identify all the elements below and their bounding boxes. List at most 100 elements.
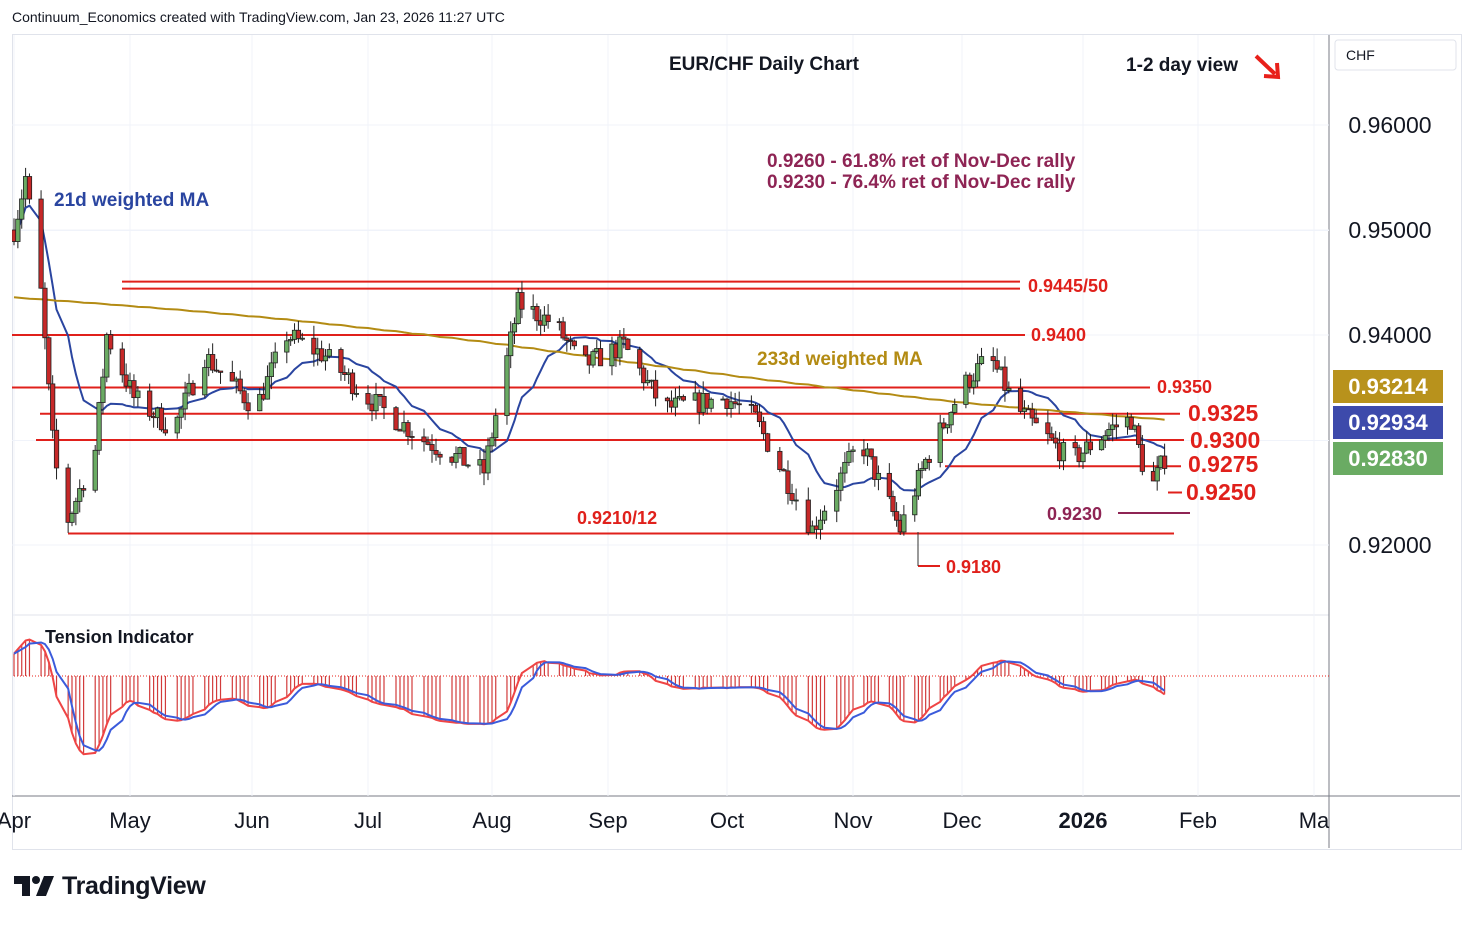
candle-body	[241, 390, 247, 404]
candle-body	[732, 401, 738, 405]
candle-body	[1098, 439, 1105, 451]
fib-note-764: 0.9230 - 76.4% ret of Nov-Dec rally	[767, 172, 1076, 193]
x-tick-label: Aug	[472, 808, 511, 833]
indicator-title: Tension Indicator	[45, 627, 194, 647]
candle-body	[680, 396, 686, 401]
view-label: 1-2 day view	[1126, 55, 1238, 76]
candle-body	[617, 336, 623, 359]
candle-body	[765, 433, 771, 452]
svg-text:0.93214: 0.93214	[1348, 374, 1428, 399]
candle-body	[1002, 366, 1008, 391]
candle-body	[1053, 437, 1059, 444]
ma21-line	[13, 204, 1166, 492]
candle-body	[268, 362, 274, 377]
candle-body	[365, 393, 371, 405]
candle-body	[894, 511, 900, 521]
candle-body	[26, 176, 33, 200]
level-label-9230: 0.9230	[1047, 504, 1102, 524]
candle-body	[210, 354, 216, 371]
candle-body	[405, 422, 411, 437]
svg-text:0.92830: 0.92830	[1348, 446, 1428, 471]
candle-body	[1017, 387, 1024, 412]
candle-body	[461, 447, 467, 466]
axes: 0.96000 0.95000 0.94000 0.92000 Apr May Jun Jul…	[0, 112, 1432, 833]
candle-body	[421, 436, 427, 443]
candle-body	[53, 429, 60, 469]
candle-body	[318, 348, 325, 362]
ma233-label: 233d weighted MA	[757, 349, 923, 370]
candle-body	[1049, 433, 1055, 439]
candle-body	[299, 337, 305, 340]
candle-body	[229, 372, 235, 382]
candle-body	[948, 412, 954, 426]
currency-box[interactable]	[1334, 39, 1457, 71]
candle-body	[15, 218, 21, 242]
candle-body	[65, 467, 71, 523]
candle-body	[158, 407, 165, 431]
x-tick-label: Jun	[234, 808, 269, 833]
tradingview-brand: TradingView	[62, 872, 206, 900]
candle-body	[912, 495, 918, 516]
candle-body	[850, 449, 856, 452]
candle-body	[433, 450, 439, 455]
candle-body	[493, 415, 499, 439]
level-label-9400: 0.9400	[1031, 325, 1086, 345]
candle-body	[349, 372, 356, 395]
chart-title: EUR/CHF Daily Chart	[669, 54, 860, 75]
candle-body	[1128, 416, 1134, 430]
candle-body	[217, 370, 224, 373]
level-label-9250: 0.9250	[1186, 479, 1256, 505]
candle-body	[994, 360, 1000, 370]
candle-body	[975, 363, 981, 382]
candle-body	[890, 496, 896, 512]
candle-body	[748, 403, 754, 406]
x-tick-label: Feb	[1179, 808, 1217, 833]
candle-body	[50, 383, 56, 431]
candle-body	[978, 356, 985, 365]
x-tick-label: Oct	[710, 808, 744, 833]
candle-body	[564, 337, 570, 341]
candle-body	[46, 337, 52, 385]
candle-body	[465, 464, 471, 467]
candle-body	[641, 367, 647, 384]
candle-body	[373, 394, 379, 412]
candle-body	[1162, 455, 1168, 469]
candle-body	[571, 340, 577, 347]
candle-body	[353, 393, 360, 395]
candle-body	[952, 404, 958, 413]
candle-body	[77, 488, 83, 502]
candle-body	[915, 469, 922, 497]
candle-body	[582, 345, 589, 356]
tension-indicator-pane	[13, 638, 1166, 756]
candle-body	[1006, 387, 1012, 391]
level-label-9180: 0.9180	[946, 557, 1001, 577]
candle-body	[1029, 408, 1035, 419]
candle-body	[108, 334, 114, 350]
x-tick-label: Apr	[0, 808, 31, 833]
candle-body	[560, 321, 566, 339]
x-tick-label: Dec	[942, 808, 981, 833]
candle-body	[637, 349, 643, 369]
candle-body	[437, 453, 443, 458]
x-tick-label: 2026	[1059, 808, 1108, 833]
down-arrow-icon	[1254, 54, 1281, 80]
candle-body	[821, 510, 828, 521]
candle-body	[508, 331, 514, 357]
candle-body	[131, 380, 137, 399]
candle-body	[504, 355, 510, 417]
price-badge-ma233: 0.93214	[1333, 370, 1443, 403]
svg-text:0.92934: 0.92934	[1348, 410, 1428, 435]
candle-body	[990, 356, 996, 362]
candle-body	[621, 336, 627, 340]
candle-body	[19, 198, 25, 220]
level-label-9210: 0.9210/12	[577, 508, 657, 528]
candle-body	[237, 378, 243, 392]
candle-body	[202, 367, 208, 396]
candle-body	[971, 380, 977, 388]
candle-body	[834, 489, 840, 512]
candle-body	[409, 436, 415, 438]
candle-body	[817, 519, 824, 530]
support-resistance-lines	[12, 280, 1190, 567]
candle-body	[1033, 417, 1039, 424]
